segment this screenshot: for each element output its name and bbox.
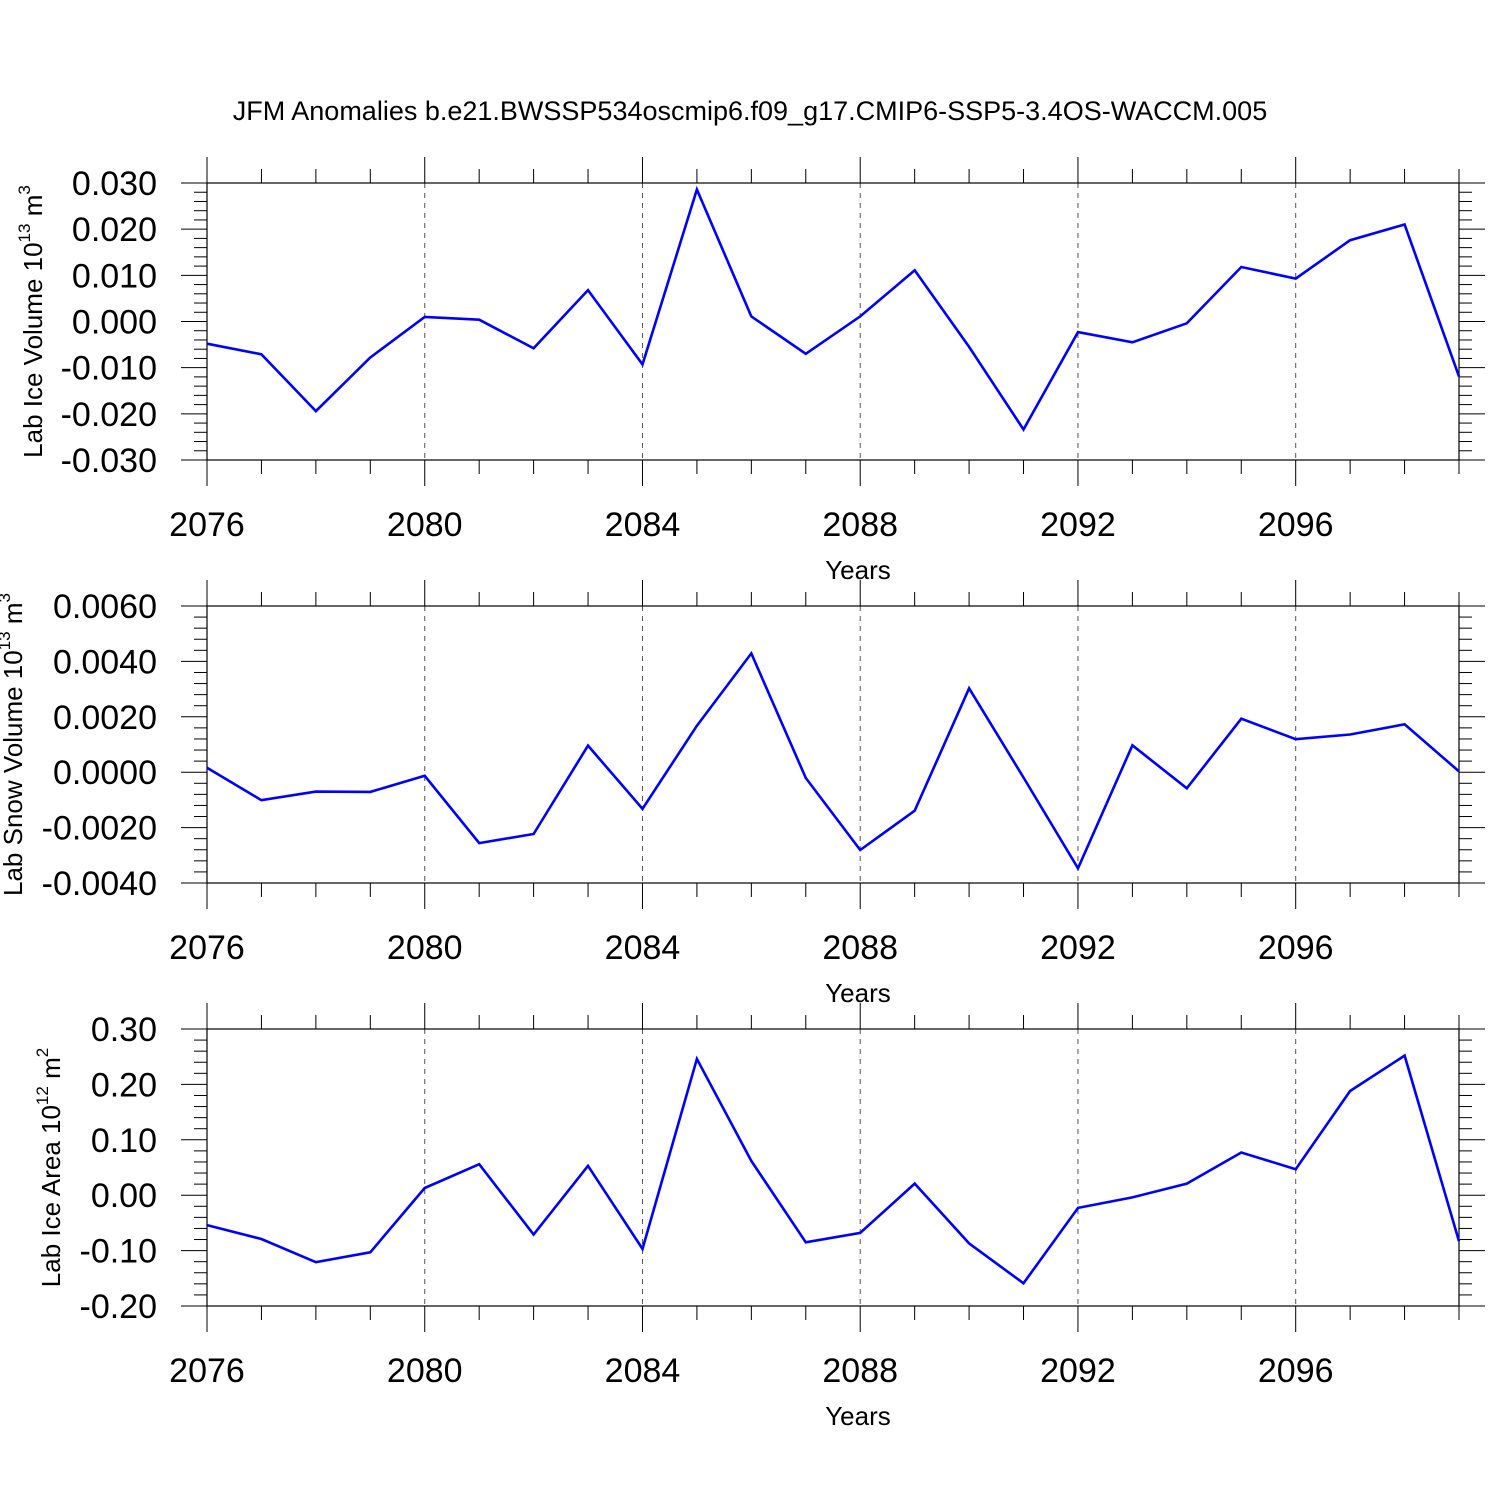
y-axis-title: Lab Snow Volume 1013 m3 bbox=[0, 593, 28, 896]
x-tick-label: 2080 bbox=[387, 506, 463, 544]
y-tick-label: 0.0040 bbox=[53, 643, 157, 681]
plot-frame bbox=[206, 182, 1460, 461]
y-axis-title-text: Lab Ice Area 10 bbox=[36, 1105, 66, 1287]
x-axis-title: Years bbox=[825, 1401, 891, 1431]
y-axis-title-unit-exponent: 3 bbox=[0, 593, 14, 602]
y-axis-title-unit: m bbox=[0, 602, 28, 631]
x-tick-label: 2084 bbox=[605, 1352, 681, 1390]
x-tick-label: 2076 bbox=[169, 1352, 245, 1390]
y-tick-label: 0.010 bbox=[72, 257, 157, 295]
y-axis-title-unit: m bbox=[18, 195, 48, 224]
y-tick-label: -0.010 bbox=[61, 350, 157, 388]
y-tick-label: 0.020 bbox=[72, 211, 157, 249]
x-tick-label: 2096 bbox=[1258, 929, 1334, 967]
x-axis-title: Years bbox=[825, 555, 891, 585]
y-tick-label: 0.0000 bbox=[53, 754, 157, 792]
y-axis-title-unit-exponent: 3 bbox=[15, 185, 34, 194]
x-tick-label: 2088 bbox=[822, 929, 898, 967]
y-axis-title-unit: m bbox=[36, 1057, 66, 1086]
y-tick-label: -0.0020 bbox=[42, 810, 157, 848]
y-tick-label: 0.20 bbox=[91, 1066, 157, 1104]
y-axis-title-exponent: 12 bbox=[33, 1086, 52, 1105]
y-axis-title: Lab Ice Area 1012 m2 bbox=[33, 1048, 66, 1287]
plot-frame bbox=[206, 605, 1460, 884]
x-axis-title: Years bbox=[825, 978, 891, 1008]
y-tick-label: -0.10 bbox=[80, 1233, 158, 1271]
x-tick-label: 2084 bbox=[605, 506, 681, 544]
x-tick-label: 2092 bbox=[1040, 506, 1116, 544]
y-tick-label: -0.0040 bbox=[42, 865, 157, 903]
y-tick-label: -0.020 bbox=[61, 396, 157, 434]
y-axis-title-unit-exponent: 2 bbox=[33, 1048, 52, 1057]
x-tick-label: 2092 bbox=[1040, 929, 1116, 967]
y-axis-title-text: Lab Snow Volume 10 bbox=[0, 650, 28, 896]
y-axis-title-exponent: 13 bbox=[0, 631, 14, 650]
x-tick-label: 2084 bbox=[605, 929, 681, 967]
x-tick-label: 2092 bbox=[1040, 1352, 1116, 1390]
x-tick-label: 2088 bbox=[822, 506, 898, 544]
x-tick-label: 2076 bbox=[169, 506, 245, 544]
panel-lab-ice-area: 2076 2080 2084 2088 2092 2096 -0.20 -0.10 0.00 0.… bbox=[33, 1003, 1485, 1431]
figure-title: JFM Anomalies b.e21.BWSSP534oscmip6.f09_… bbox=[233, 96, 1267, 126]
y-tick-label: 0.030 bbox=[72, 165, 157, 203]
y-tick-label: 0.0060 bbox=[53, 588, 157, 626]
x-tick-label: 2088 bbox=[822, 1352, 898, 1390]
x-tick-label: 2096 bbox=[1258, 506, 1334, 544]
y-axis-title-exponent: 13 bbox=[15, 224, 34, 243]
series-line bbox=[206, 650, 1460, 872]
y-tick-label: 0.30 bbox=[91, 1011, 157, 1049]
y-axis-title-text: Lab Ice Volume 10 bbox=[18, 242, 48, 457]
y-tick-label: 0.00 bbox=[91, 1177, 157, 1215]
series-line bbox=[206, 1053, 1461, 1286]
y-tick-label: 0.10 bbox=[91, 1122, 157, 1160]
x-tick-label: 2080 bbox=[387, 1352, 463, 1390]
panel-lab-snow-volume: 2076 2080 2084 2088 2092 2096 -0.0040 -0.0020 0.… bbox=[0, 580, 1485, 1008]
panel-lab-ice-volume: 2076 2080 2084 2088 2092 2096 -0.030 -0.020 -0.0… bbox=[15, 157, 1485, 585]
plot-frame bbox=[206, 1028, 1460, 1307]
y-tick-label: 0.0020 bbox=[53, 699, 157, 737]
y-axis-title: Lab Ice Volume 1013 m3 bbox=[15, 185, 48, 458]
x-tick-label: 2076 bbox=[169, 929, 245, 967]
x-tick-label: 2080 bbox=[387, 929, 463, 967]
x-tick-label: 2096 bbox=[1258, 1352, 1334, 1390]
y-tick-label: 0.000 bbox=[72, 304, 157, 342]
series-line bbox=[206, 185, 1461, 433]
y-tick-label: -0.030 bbox=[61, 442, 157, 480]
y-tick-label: -0.20 bbox=[80, 1288, 158, 1326]
